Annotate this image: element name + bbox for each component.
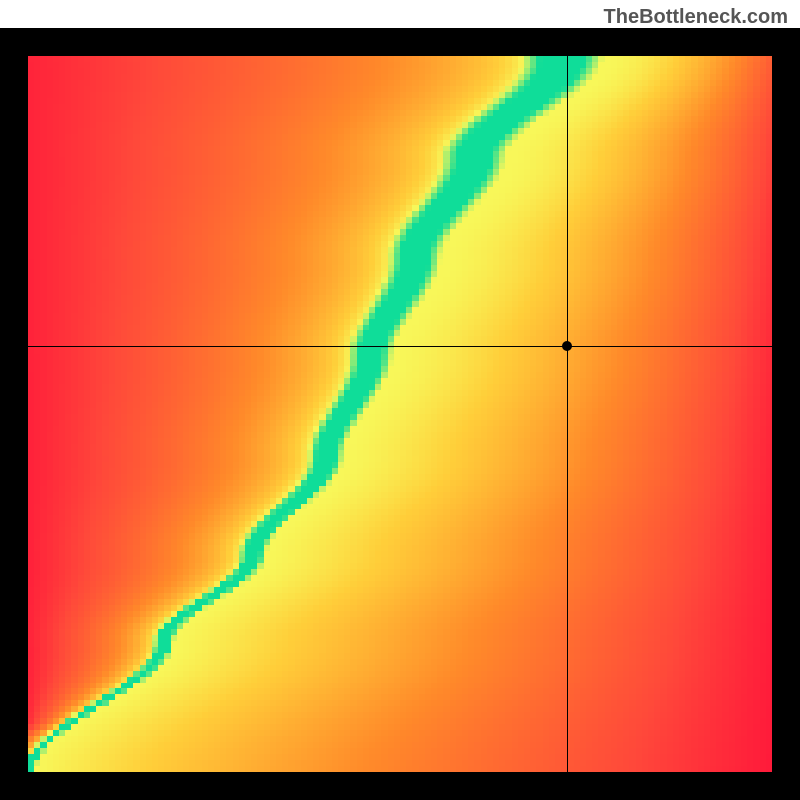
bottleneck-heatmap-canvas <box>28 56 772 772</box>
crosshair-marker[interactable] <box>562 341 572 351</box>
watermark-text: TheBottleneck.com <box>604 6 788 29</box>
crosshair-vertical <box>567 56 568 772</box>
crosshair-horizontal <box>28 346 772 347</box>
